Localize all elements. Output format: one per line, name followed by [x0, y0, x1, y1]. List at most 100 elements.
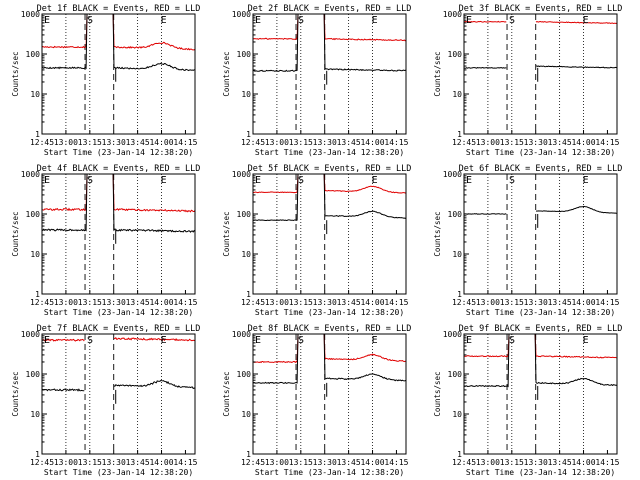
x-tick-label: 13:00 [54, 458, 78, 467]
y-axis-label: Counts/sec [11, 51, 20, 96]
x-tick-label: 13:45 [337, 458, 361, 467]
x-tick-label: 13:00 [476, 458, 500, 467]
panel-title: Det 2f BLACK = Events, RED = LLD [248, 4, 412, 14]
event-marker-label: E [583, 335, 589, 346]
y-tick-label: 100 [237, 210, 252, 219]
event-marker-label: S [509, 335, 515, 346]
x-tick-label: 13:00 [265, 298, 289, 307]
panel-title: Det 5f BLACK = Events, RED = LLD [248, 164, 412, 174]
y-tick-label: 100 [448, 210, 463, 219]
x-axis-label: Start Time (23-Jan-14 12:38:20) [466, 148, 615, 157]
plot-frame [41, 13, 196, 135]
panel-title: Det 3f BLACK = Events, RED = LLD [459, 4, 623, 14]
x-tick-label: 13:30 [102, 138, 126, 147]
x-tick-label: 13:15 [289, 138, 313, 147]
x-tick-label: 14:00 [149, 458, 173, 467]
x-tick-label: 13:00 [54, 138, 78, 147]
y-tick-label: 10 [241, 250, 251, 259]
y-tick-label: 10 [452, 90, 462, 99]
y-tick-label: 1000 [232, 10, 251, 19]
x-tick-label: 12:45 [452, 458, 476, 467]
plot-frame [463, 173, 618, 295]
x-axis-label: Start Time (23-Jan-14 12:38:20) [255, 308, 404, 317]
y-tick-label: 1 [246, 450, 251, 459]
lld-series-line [464, 333, 618, 359]
x-tick-label: 13:45 [548, 458, 572, 467]
y-axis-label: Counts/sec [11, 371, 20, 416]
event-marker-label: E [583, 175, 589, 186]
event-marker-label: E [466, 175, 472, 186]
y-tick-label: 10 [452, 250, 462, 259]
x-tick-label: 13:00 [476, 298, 500, 307]
y-axis-label: Counts/sec [433, 51, 442, 96]
x-tick-label: 13:00 [265, 138, 289, 147]
event-marker-label: E [44, 175, 50, 186]
x-tick-label: 13:15 [78, 298, 102, 307]
x-tick-label: 13:30 [524, 298, 548, 307]
y-tick-label: 100 [26, 370, 41, 379]
plot-frame [252, 333, 407, 455]
x-tick-label: 13:15 [500, 458, 524, 467]
x-tick-label: 13:45 [126, 298, 150, 307]
x-tick-label: 13:15 [289, 458, 313, 467]
y-tick-label: 10 [30, 250, 40, 259]
event-marker-label: E [372, 15, 378, 26]
y-tick-label: 1000 [232, 170, 251, 179]
x-tick-label: 14:15 [173, 138, 197, 147]
x-tick-label: 14:00 [149, 138, 173, 147]
x-tick-label: 14:15 [384, 458, 408, 467]
event-marker-label: S [87, 175, 93, 186]
x-tick-label: 14:15 [595, 138, 619, 147]
plot-frame [41, 333, 196, 455]
x-tick-label: 12:45 [452, 138, 476, 147]
event-marker-label: E [44, 335, 50, 346]
x-tick-label: 13:30 [102, 458, 126, 467]
y-axis-label: Counts/sec [222, 371, 231, 416]
x-tick-label: 13:15 [500, 298, 524, 307]
event-marker-label: E [466, 15, 472, 26]
panel-title: Det 6f BLACK = Events, RED = LLD [459, 164, 623, 174]
x-axis-label: Start Time (23-Jan-14 12:38:20) [44, 468, 193, 477]
y-tick-label: 10 [30, 90, 40, 99]
y-tick-label: 1000 [443, 170, 462, 179]
plot-frame [41, 173, 196, 295]
events-series-line [252, 173, 407, 222]
y-tick-label: 100 [26, 50, 41, 59]
plot-frame [252, 13, 407, 135]
x-tick-label: 13:45 [337, 138, 361, 147]
y-axis-label: Counts/sec [222, 51, 231, 96]
x-tick-label: 12:45 [241, 138, 265, 147]
x-axis-label: Start Time (23-Jan-14 12:38:20) [255, 468, 404, 477]
x-tick-label: 14:15 [595, 298, 619, 307]
lld-series-line [463, 20, 618, 25]
lld-series-line [252, 13, 407, 42]
x-axis-label: Start Time (23-Jan-14 12:38:20) [44, 148, 193, 157]
event-marker-label: E [466, 335, 472, 346]
panel-title: Det 1f BLACK = Events, RED = LLD [37, 4, 201, 14]
x-tick-label: 12:45 [241, 298, 265, 307]
x-tick-label: 14:00 [571, 458, 595, 467]
lld-series-line [252, 333, 407, 364]
event-marker-label: E [583, 15, 589, 26]
y-tick-label: 1000 [21, 330, 40, 339]
panel-title: Det 9f BLACK = Events, RED = LLD [459, 324, 623, 334]
y-axis-label: Counts/sec [433, 371, 442, 416]
x-tick-label: 14:00 [571, 138, 595, 147]
y-tick-label: 1 [35, 290, 40, 299]
event-marker-label: S [87, 335, 93, 346]
x-tick-label: 13:45 [126, 458, 150, 467]
x-tick-label: 13:30 [313, 458, 337, 467]
x-tick-label: 14:15 [384, 138, 408, 147]
panel-title: Det 4f BLACK = Events, RED = LLD [37, 164, 201, 174]
y-tick-label: 1000 [443, 330, 462, 339]
y-tick-label: 1000 [443, 10, 462, 19]
y-tick-label: 100 [448, 370, 463, 379]
